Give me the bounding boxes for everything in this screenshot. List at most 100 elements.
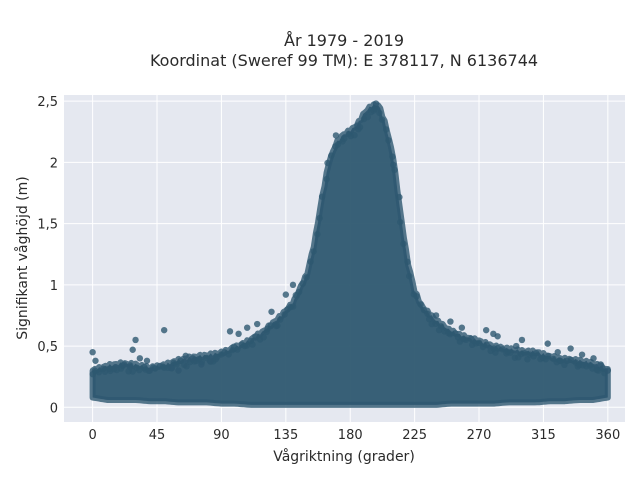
data-point — [354, 122, 361, 129]
data-point — [254, 320, 261, 328]
data-point — [578, 351, 586, 358]
data-point — [182, 352, 189, 360]
data-point — [92, 357, 99, 364]
data-point — [160, 326, 168, 334]
y-tick-label: 1,5 — [37, 218, 58, 233]
edge-point — [544, 352, 552, 360]
edge-point — [281, 311, 288, 318]
y-axis-label: Signifikant våghöjd (m) — [14, 176, 31, 339]
data-point — [544, 340, 551, 347]
data-point — [554, 348, 561, 356]
data-point — [268, 308, 275, 315]
data-point — [126, 363, 134, 371]
x-tick-label: 135 — [273, 428, 298, 443]
data-point — [482, 326, 490, 334]
data-point — [432, 312, 440, 319]
edge-point — [234, 346, 241, 353]
x-tick-label: 45 — [149, 428, 166, 443]
edge-point — [396, 193, 403, 201]
data-point — [235, 330, 242, 338]
data-point — [447, 318, 454, 325]
data-point — [168, 364, 175, 372]
edge-point — [467, 335, 475, 342]
data-point — [518, 336, 526, 344]
data-point — [494, 333, 501, 340]
data-point — [175, 367, 182, 374]
edge-point — [378, 116, 386, 123]
edge-point — [299, 280, 306, 287]
data-point — [567, 345, 574, 352]
data-point — [143, 357, 151, 364]
edge-point — [462, 336, 470, 343]
edge-point — [533, 350, 540, 357]
edge-point — [95, 369, 103, 376]
x-tick-label: 180 — [338, 428, 363, 443]
edge-point — [364, 113, 371, 121]
data-point — [590, 355, 597, 362]
y-tick-label: 2 — [50, 156, 58, 171]
edge-point — [426, 316, 433, 323]
edge-point — [183, 363, 190, 370]
edge-point — [385, 137, 392, 144]
chart-title-line-2: Koordinat (Sweref 99 TM): E 378117, N 61… — [150, 51, 538, 70]
edge-point — [521, 350, 528, 357]
data-point — [597, 361, 604, 368]
edge-point — [499, 346, 506, 353]
edge-point — [328, 152, 335, 159]
x-tick-label: 360 — [595, 428, 620, 443]
edge-point — [406, 272, 413, 280]
x-axis-label: Vågriktning (grader) — [273, 448, 415, 465]
edge-point — [424, 310, 431, 317]
x-tick-label: 225 — [402, 428, 427, 443]
data-point — [372, 100, 380, 107]
edge-point — [314, 231, 321, 238]
data-point — [458, 324, 466, 331]
edge-point — [507, 349, 514, 356]
edge-point — [524, 356, 531, 363]
data-point — [189, 355, 197, 362]
edge-point — [323, 175, 330, 183]
edge-point — [252, 333, 259, 340]
edge-point — [267, 322, 274, 329]
data-point — [226, 328, 234, 335]
data-point — [120, 361, 128, 368]
edge-point — [289, 303, 297, 310]
edge-point — [391, 166, 398, 173]
edge-point — [475, 339, 483, 346]
edge-point — [324, 159, 331, 167]
edge-point — [383, 126, 390, 133]
edge-point — [303, 274, 310, 281]
edge-point — [341, 135, 348, 142]
edge-point — [417, 301, 424, 308]
data-point — [282, 291, 290, 298]
data-point — [332, 132, 340, 139]
edge-point — [277, 316, 284, 323]
x-tick-label: 270 — [467, 428, 492, 443]
edge-point — [351, 132, 358, 139]
data-point — [243, 324, 251, 331]
edge-point — [404, 258, 411, 265]
data-point — [604, 367, 612, 374]
edge-point — [260, 334, 267, 341]
edge-point — [371, 105, 378, 112]
edge-point — [274, 322, 281, 329]
edge-point — [316, 214, 323, 222]
edge-point — [483, 341, 490, 348]
data-point — [146, 367, 154, 374]
edge-point — [136, 366, 143, 374]
edge-point — [389, 153, 396, 160]
y-tick-label: 2,5 — [37, 95, 58, 110]
y-tick-label: 0,5 — [37, 340, 58, 355]
edge-point — [249, 341, 256, 348]
data-point — [198, 361, 205, 368]
edge-point — [296, 288, 303, 296]
tick-labels: 0 45 90 135 180 225 270 315 360 0 0,5 1 1,5 2 2,5 — [37, 95, 620, 443]
edge-point — [318, 193, 326, 200]
edge-point — [397, 218, 404, 226]
data-point — [136, 355, 144, 362]
data-point — [206, 357, 214, 364]
edge-point — [129, 368, 136, 375]
edge-point — [225, 351, 232, 358]
